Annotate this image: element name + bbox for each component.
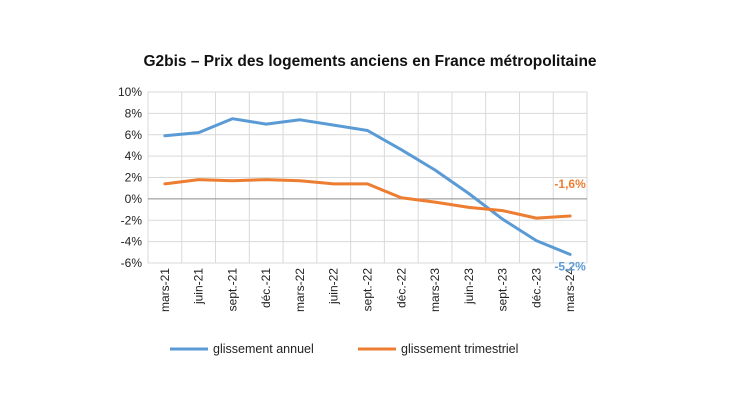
y-tick-label: -2% (121, 213, 143, 227)
y-tick-label: 8% (125, 106, 143, 120)
series-end-label-1: -1,6% (554, 177, 586, 191)
end-labels: -5,2% -1,6% (554, 177, 586, 273)
y-axis-ticks: 10% 8% 6% 4% 2% 0% -2% -4% -6% (118, 85, 142, 270)
y-tick-label: 6% (125, 128, 143, 142)
x-tick-label: mars-23 (428, 268, 442, 312)
x-tick-label: juin-23 (462, 268, 476, 305)
gridlines (147, 91, 588, 264)
x-tick-label: juin-21 (192, 268, 206, 305)
x-tick-label: juin-22 (327, 268, 341, 305)
x-tick-label: déc.-23 (529, 268, 543, 308)
y-tick-label: 0% (125, 192, 143, 206)
x-tick-label: sept.-23 (496, 268, 510, 312)
y-tick-label: 10% (118, 85, 142, 99)
x-tick-label: sept.-22 (361, 268, 375, 312)
y-tick-label: -6% (121, 256, 143, 270)
legend-label-0: glissement annuel (213, 342, 314, 356)
legend: glissement annuel glissement trimestriel (170, 342, 518, 356)
y-tick-label: -4% (121, 235, 143, 249)
x-tick-label: mars-22 (293, 268, 307, 312)
series-lines (163, 117, 572, 256)
x-tick-label: mars-21 (158, 268, 172, 312)
x-tick-label: mars-24 (563, 268, 577, 312)
y-tick-label: 4% (125, 149, 143, 163)
x-tick-label: déc.-22 (394, 268, 408, 308)
series-end-label-0: -5,2% (554, 259, 586, 273)
y-tick-label: 2% (125, 171, 143, 185)
x-axis-ticks: mars-21 juin-21 sept.-21 déc.-21 mars-22 juin… (158, 268, 577, 312)
series-line-0 (163, 117, 572, 256)
x-tick-label: sept.-21 (225, 268, 239, 312)
series-line-1 (163, 178, 572, 220)
x-tick-label: déc.-21 (259, 268, 273, 308)
legend-label-1: glissement trimestriel (401, 342, 518, 356)
chart-title: G2bis – Prix des logements anciens en Fr… (143, 53, 596, 70)
